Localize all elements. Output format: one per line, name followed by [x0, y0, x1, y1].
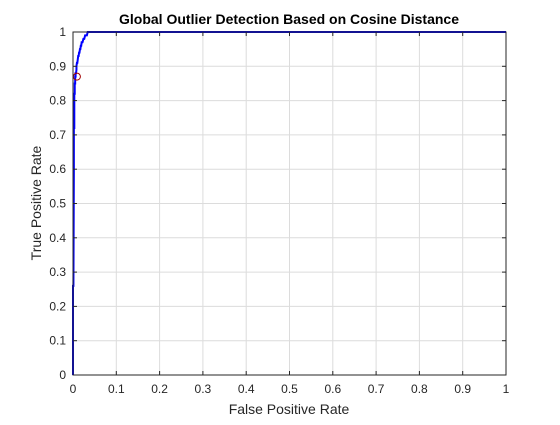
y-tick-label: 0.9 — [49, 59, 66, 73]
chart-title: Global Outlier Detection Based on Cosine… — [119, 11, 459, 27]
x-tick-label: 0.5 — [281, 382, 298, 396]
y-tick-label: 0.5 — [49, 197, 66, 211]
x-axis-label: False Positive Rate — [229, 401, 350, 417]
tick-labels: 0 0.1 0.2 0.3 0.4 0.5 0.6 0.7 0.8 0.9 1 0 0.1 0.2 0.3 0… — [49, 25, 509, 396]
x-tick-label: 0.8 — [411, 382, 428, 396]
roc-curve-line — [72, 31, 506, 375]
x-tick-label: 0.3 — [195, 382, 212, 396]
y-tick-label: 0.2 — [49, 299, 66, 313]
x-tick-label: 0.7 — [368, 382, 385, 396]
x-tick-label: 0.1 — [108, 382, 125, 396]
grid — [72, 31, 507, 376]
y-tick-label: 0 — [59, 368, 66, 382]
x-tick-label: 1 — [503, 382, 510, 396]
axes — [72, 31, 507, 376]
x-tick-label: 0.4 — [238, 382, 255, 396]
y-tick-label: 0.8 — [49, 94, 66, 108]
y-tick-label: 1 — [59, 25, 66, 39]
x-tick-label: 0.2 — [151, 382, 168, 396]
y-tick-label: 0.1 — [49, 334, 66, 348]
x-tick-label: 0 — [70, 382, 77, 396]
y-tick-label: 0.4 — [49, 231, 66, 245]
x-tick-label: 0.6 — [324, 382, 341, 396]
y-tick-label: 0.7 — [49, 128, 66, 142]
y-tick-label: 0.3 — [49, 265, 66, 279]
x-tick-label: 0.9 — [454, 382, 471, 396]
y-axis-label: True Positive Rate — [28, 145, 44, 260]
y-tick-label: 0.6 — [49, 162, 66, 176]
